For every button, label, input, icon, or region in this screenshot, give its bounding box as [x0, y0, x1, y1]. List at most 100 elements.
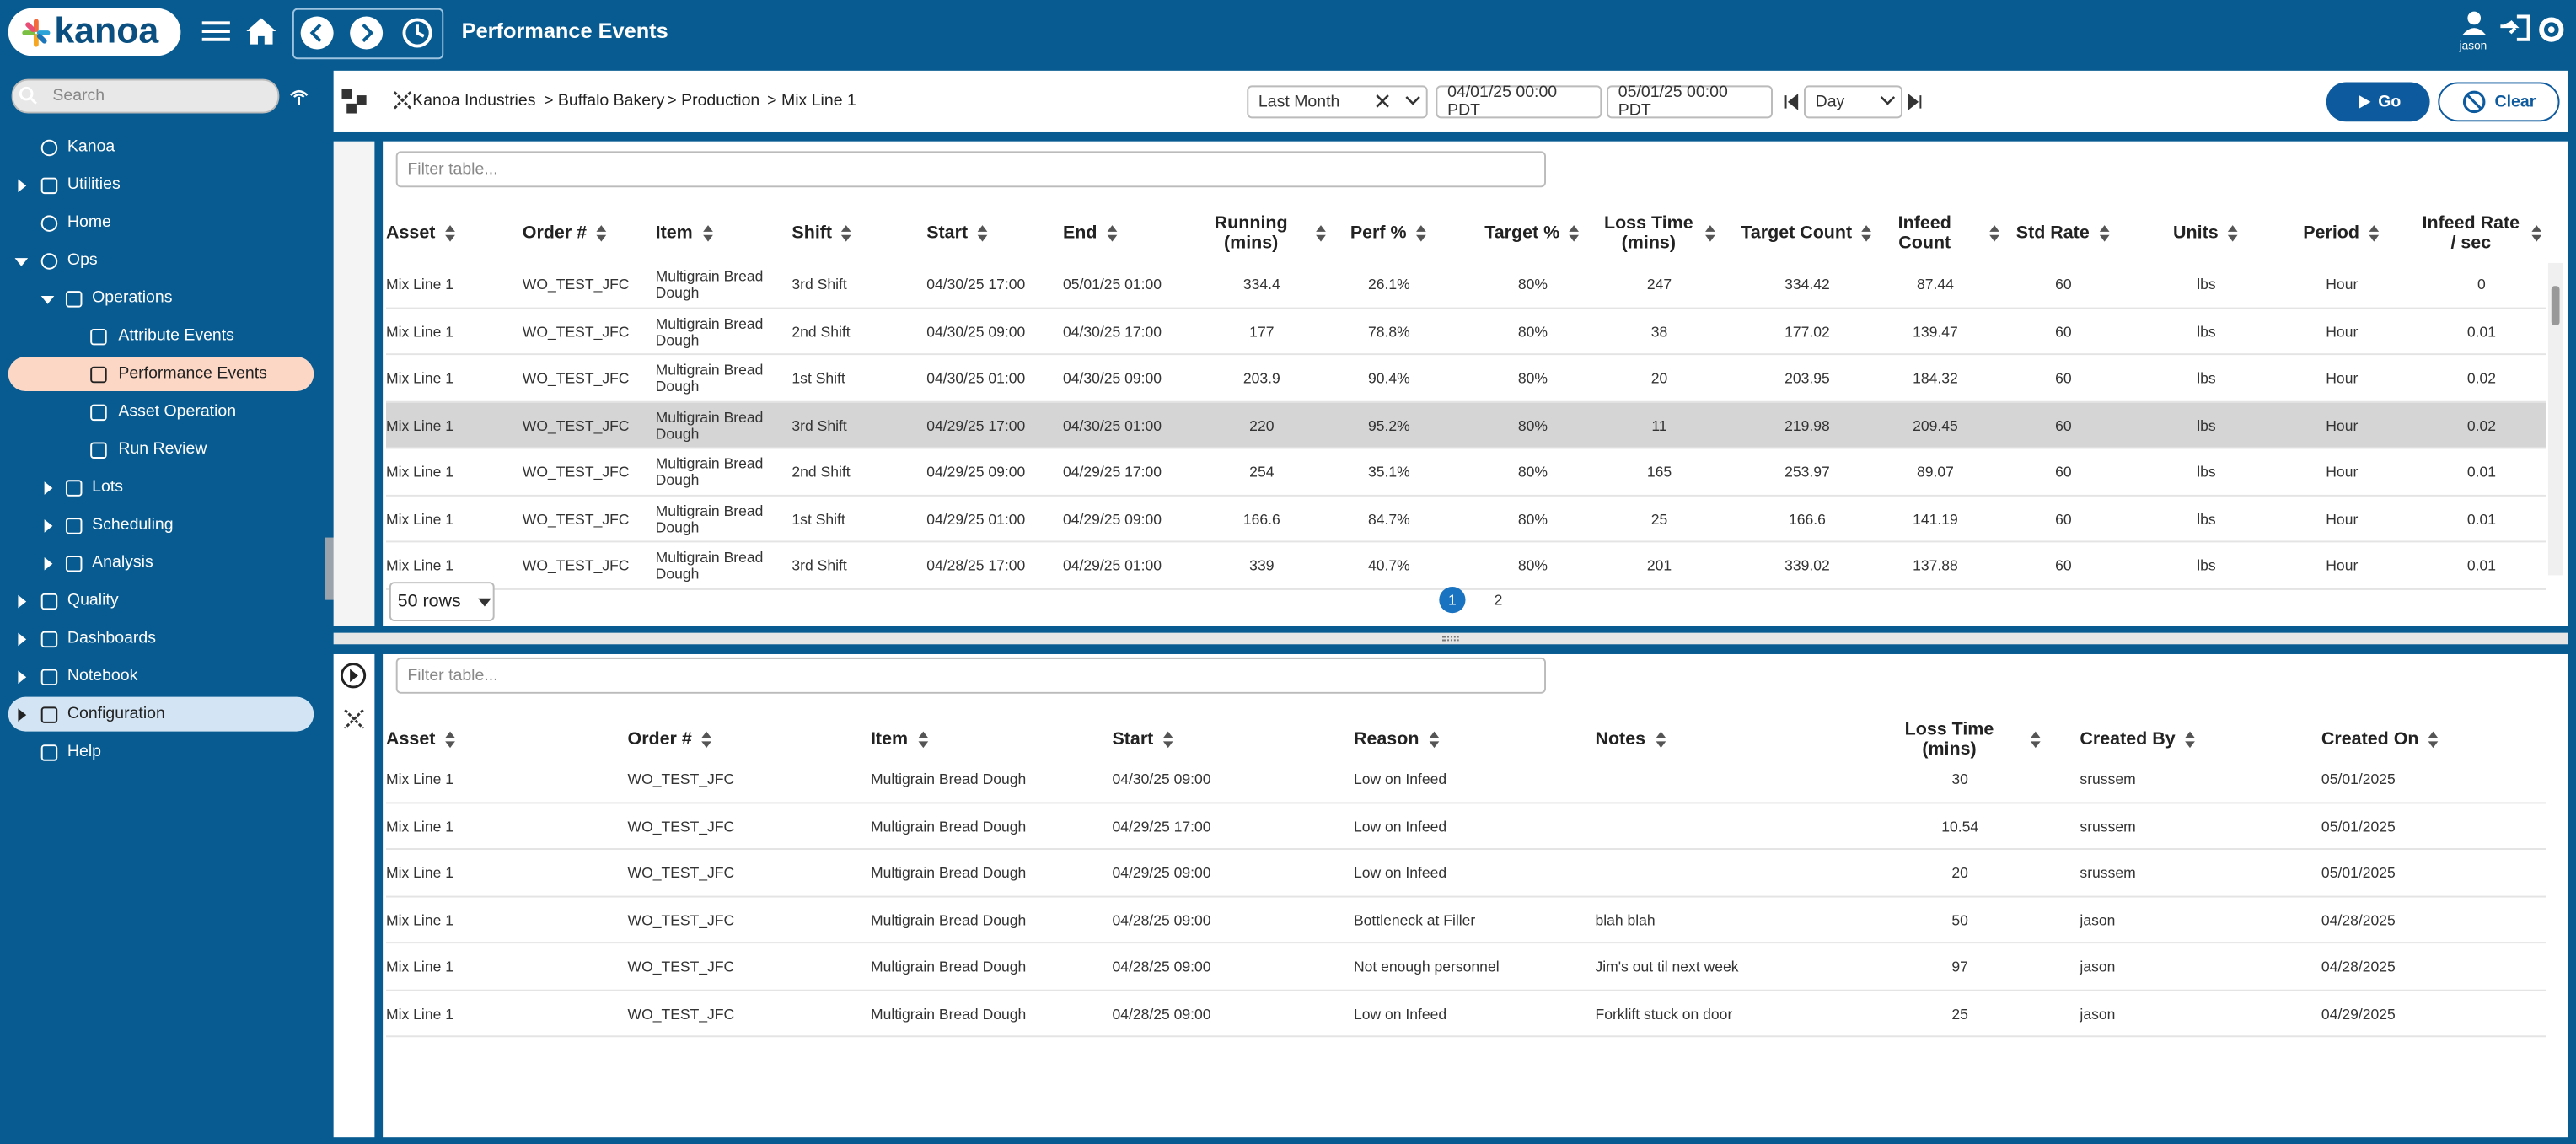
- sort-icon[interactable]: [2368, 223, 2381, 243]
- column-header[interactable]: Infeed Rate / sec: [2420, 212, 2543, 255]
- sort-icon[interactable]: [595, 223, 609, 243]
- page-size-select[interactable]: 50 rows: [389, 582, 495, 621]
- column-header[interactable]: Infeed Count: [1870, 212, 2001, 255]
- nav-item[interactable]: Dashboards: [0, 620, 325, 658]
- table-row[interactable]: Mix Line 1 WO_TEST_JFC Multigrain Bread Do…: [386, 309, 2546, 356]
- table-row[interactable]: Mix Line 1 WO_TEST_JFC Multigrain Bread Do…: [386, 756, 2546, 803]
- sort-icon[interactable]: [1105, 223, 1119, 243]
- breadcrumb-item[interactable]: > Production: [667, 92, 760, 110]
- nav-item[interactable]: Lots: [0, 469, 325, 507]
- start-date[interactable]: 04/01/25 00:00 PDT: [1436, 83, 1602, 120]
- table2-tools[interactable]: [338, 661, 371, 730]
- sort-icon[interactable]: [443, 730, 457, 749]
- header-right-icons[interactable]: [2458, 10, 2573, 46]
- breadcrumb-item[interactable]: Kanoa Industries: [412, 92, 536, 110]
- first-button[interactable]: [1783, 92, 1802, 111]
- table-row[interactable]: Mix Line 1 WO_TEST_JFC Multigrain Bread Do…: [386, 496, 2546, 543]
- filter-input[interactable]: Filter table...: [395, 151, 1547, 188]
- sort-icon[interactable]: [1988, 223, 2001, 243]
- nav-item[interactable]: Operations: [0, 279, 325, 317]
- sort-icon[interactable]: [1162, 730, 1175, 749]
- logo[interactable]: kanoa: [8, 8, 181, 56]
- column-header[interactable]: Loss Time (mins): [1602, 212, 1716, 255]
- column-header[interactable]: Shift: [792, 212, 923, 255]
- column-header[interactable]: Start: [926, 212, 1058, 255]
- range-select[interactable]: Last Month: [1247, 85, 1428, 119]
- interval-controls[interactable]: [1878, 92, 1927, 111]
- column-header[interactable]: Order #: [523, 212, 654, 255]
- column-header[interactable]: Item: [656, 212, 779, 255]
- column-header[interactable]: Asset: [386, 212, 518, 255]
- table-row[interactable]: Mix Line 1 WO_TEST_JFC Multigrain Bread Do…: [386, 991, 2546, 1038]
- table-row[interactable]: Mix Line 1 WO_TEST_JFC Multigrain Bread Do…: [386, 448, 2546, 496]
- table-row[interactable]: Mix Line 1 WO_TEST_JFC Multigrain Bread Do…: [386, 803, 2546, 850]
- sort-icon[interactable]: [1654, 730, 1667, 749]
- column-header[interactable]: Target %: [1475, 212, 1590, 255]
- nav-item[interactable]: Ops: [0, 242, 325, 280]
- pin-icon[interactable]: [287, 87, 310, 106]
- column-header[interactable]: Perf %: [1336, 212, 1443, 255]
- column-header[interactable]: Created On: [2321, 718, 2552, 761]
- sort-icon[interactable]: [1427, 730, 1441, 749]
- sort-icon[interactable]: [840, 223, 854, 243]
- nav-item[interactable]: Scheduling: [0, 507, 325, 545]
- go-button[interactable]: Go: [2326, 82, 2430, 122]
- nav-buttons[interactable]: [298, 13, 439, 53]
- column-header[interactable]: Reason: [1354, 718, 1584, 761]
- clear-button[interactable]: Clear: [2438, 82, 2560, 122]
- column-header[interactable]: Running (mins): [1196, 212, 1328, 255]
- column-header[interactable]: Target Count: [1733, 212, 1881, 255]
- table-row[interactable]: Mix Line 1 WO_TEST_JFC Multigrain Bread Do…: [386, 897, 2546, 944]
- sort-icon[interactable]: [700, 223, 714, 243]
- sort-icon[interactable]: [2029, 730, 2042, 749]
- end-date[interactable]: 05/01/25 00:00 PDT: [1607, 83, 1773, 120]
- column-header[interactable]: Asset: [386, 718, 616, 761]
- sort-icon[interactable]: [443, 223, 457, 243]
- column-header[interactable]: Notes: [1595, 718, 1874, 761]
- column-header[interactable]: Created By: [2080, 718, 2310, 761]
- sort-icon[interactable]: [976, 223, 990, 243]
- sort-icon[interactable]: [1414, 223, 1428, 243]
- sort-icon[interactable]: [2530, 223, 2543, 243]
- table-row[interactable]: Mix Line 1 WO_TEST_JFC Multigrain Bread Do…: [386, 261, 2546, 309]
- nav-item[interactable]: Run Review: [0, 431, 325, 469]
- nav-item[interactable]: Analysis: [0, 544, 325, 582]
- column-header[interactable]: End: [1063, 212, 1194, 255]
- table-row[interactable]: Mix Line 1 WO_TEST_JFC Multigrain Bread Do…: [386, 355, 2546, 402]
- column-header[interactable]: Period: [2289, 212, 2396, 255]
- nav-item[interactable]: Asset Operation: [0, 393, 325, 431]
- column-header[interactable]: Start: [1112, 718, 1342, 761]
- column-header[interactable]: Units: [2149, 212, 2263, 255]
- sort-icon[interactable]: [916, 730, 930, 749]
- tree-icons[interactable]: [341, 89, 416, 115]
- header-icons[interactable]: [201, 16, 299, 49]
- nav-item[interactable]: Attribute Events: [0, 317, 325, 355]
- column-header[interactable]: Loss Time (mins): [1878, 718, 2042, 761]
- table-row[interactable]: Mix Line 1 WO_TEST_JFC Multigrain Bread Do…: [386, 542, 2546, 589]
- nav-item[interactable]: Configuration: [0, 696, 325, 733]
- table-row[interactable]: Mix Line 1 WO_TEST_JFC Multigrain Bread Do…: [386, 943, 2546, 991]
- filter-input[interactable]: Filter table...: [395, 657, 1547, 694]
- sort-icon[interactable]: [1314, 223, 1328, 243]
- nav-item[interactable]: Help: [0, 733, 325, 771]
- column-header[interactable]: Order #: [628, 718, 858, 761]
- nav-item[interactable]: Quality: [0, 582, 325, 620]
- nav-item[interactable]: Home: [0, 204, 325, 242]
- search-input[interactable]: Search: [11, 78, 280, 114]
- sort-icon[interactable]: [1704, 223, 1717, 243]
- table-row[interactable]: Mix Line 1 WO_TEST_JFC Multigrain Bread Do…: [386, 401, 2546, 449]
- breadcrumb-item[interactable]: > Mix Line 1: [767, 92, 856, 110]
- sort-icon[interactable]: [2098, 223, 2112, 243]
- nav-item[interactable]: Notebook: [0, 658, 325, 696]
- sort-icon[interactable]: [2427, 730, 2440, 749]
- nav-item[interactable]: Kanoa: [0, 128, 325, 166]
- page-button[interactable]: 1: [1439, 587, 1466, 614]
- splitter[interactable]: [333, 632, 2568, 645]
- column-header[interactable]: Item: [871, 718, 1101, 761]
- sort-icon[interactable]: [1860, 223, 1874, 243]
- page-button[interactable]: 2: [1494, 591, 1503, 609]
- breadcrumb-item[interactable]: > Buffalo Bakery: [544, 92, 665, 110]
- table-row[interactable]: Mix Line 1 WO_TEST_JFC Multigrain Bread Do…: [386, 850, 2546, 897]
- nav-item[interactable]: Utilities: [0, 166, 325, 204]
- range-controls[interactable]: [1373, 92, 1425, 111]
